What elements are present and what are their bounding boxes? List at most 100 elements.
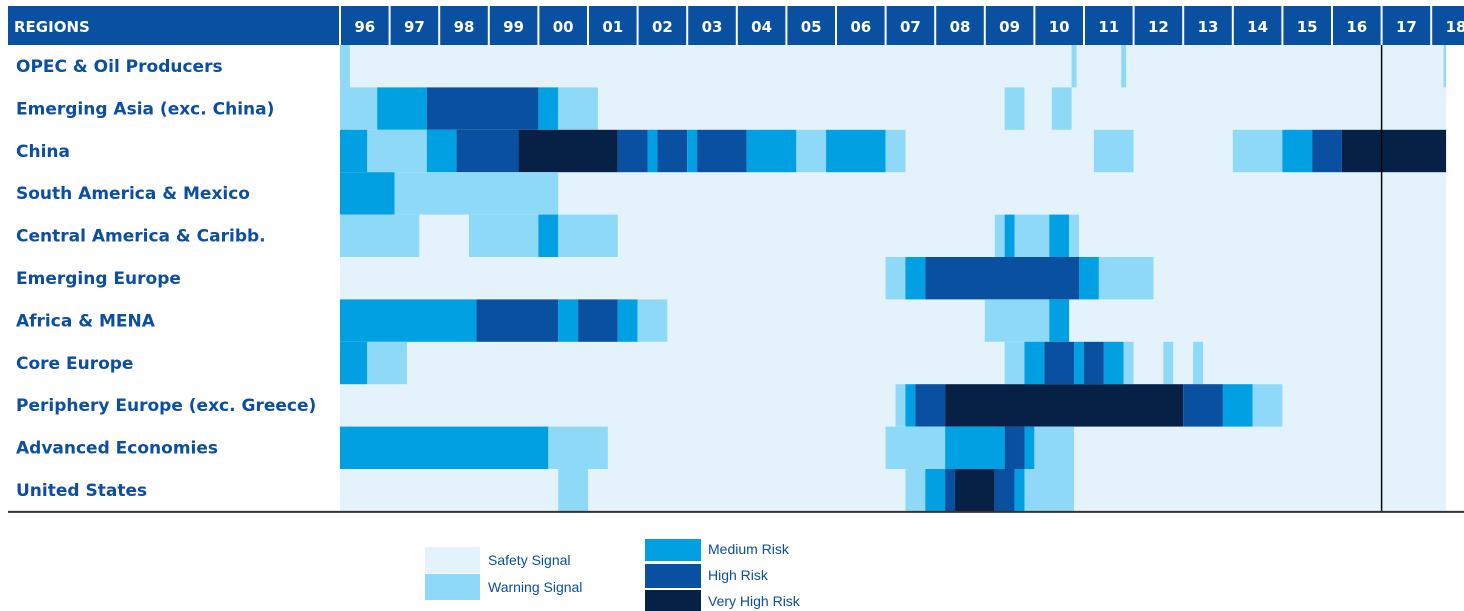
region-label: China <box>16 142 70 162</box>
risk-cell <box>426 87 539 131</box>
year-tick-11: 11 <box>1098 18 1119 36</box>
risk-cell <box>1103 341 1124 385</box>
risk-cell <box>340 299 477 343</box>
risk-cell <box>994 469 1015 512</box>
risk-cell <box>367 341 407 385</box>
risk-cell <box>558 299 579 343</box>
risk-cell <box>476 299 559 343</box>
header-regions-label: REGIONS <box>14 18 90 36</box>
risk-cell <box>746 129 797 173</box>
risk-cell <box>340 341 368 385</box>
risk-cell <box>1004 426 1025 470</box>
row-background <box>340 45 1447 88</box>
risk-cell <box>558 87 598 131</box>
risk-cell <box>885 129 906 173</box>
risk-cell <box>1004 341 1025 385</box>
risk-cell <box>558 214 618 258</box>
risk-cell <box>687 129 698 173</box>
risk-cell <box>578 299 618 343</box>
year-tick-15: 15 <box>1297 18 1318 36</box>
risk-cell <box>1098 257 1154 300</box>
legend-swatch-high <box>645 564 701 588</box>
region-label: Periphery Europe (exc. Greece) <box>16 396 316 416</box>
year-tick-09: 09 <box>999 18 1020 36</box>
year-tick-04: 04 <box>751 18 772 36</box>
risk-cell <box>1079 257 1099 300</box>
year-tick-99: 99 <box>503 18 524 36</box>
region-label: Core Europe <box>16 354 133 374</box>
risk-cell <box>1049 214 1070 258</box>
risk-cell <box>1282 129 1313 173</box>
risk-cell <box>895 384 906 428</box>
risk-cell <box>1084 341 1104 385</box>
risk-cell <box>1093 129 1134 173</box>
risk-cell <box>657 129 688 173</box>
risk-cell <box>340 45 350 88</box>
region-label: Emerging Asia (exc. China) <box>16 99 274 119</box>
risk-cell <box>558 469 588 512</box>
risk-cell <box>340 172 395 216</box>
legend-label-safety: Safety Signal <box>488 552 571 568</box>
risk-cell <box>1341 129 1447 173</box>
region-label: OPEC & Oil Producers <box>16 57 223 77</box>
risk-cell <box>538 87 559 131</box>
risk-cell <box>1034 426 1075 470</box>
legend-label-high: High Risk <box>708 567 768 583</box>
year-tick-01: 01 <box>602 18 623 36</box>
risk-heatmap: REGIONS 96 97 98 99 00 01 02 03 04 05 06 07 08 09 10 11 1… <box>8 6 1464 513</box>
risk-cell <box>885 426 946 470</box>
risk-cell <box>377 87 427 131</box>
risk-cell <box>340 129 368 173</box>
risk-cell <box>994 214 1005 258</box>
risk-cell <box>1121 45 1127 88</box>
risk-cell <box>468 214 539 258</box>
legend-swatch-warning <box>425 574 480 600</box>
risk-cell <box>1222 384 1253 428</box>
risk-cell <box>1014 469 1025 512</box>
year-tick-12: 12 <box>1148 18 1169 36</box>
risk-cell <box>945 384 1184 428</box>
risk-cell <box>697 129 747 173</box>
year-tick-16: 16 <box>1346 18 1367 36</box>
risk-cell <box>885 257 906 300</box>
legend-swatch-medium <box>645 539 701 561</box>
region-label: Africa & MENA <box>16 311 156 331</box>
risk-cell <box>826 129 886 173</box>
legend-swatch-safety <box>425 547 480 573</box>
year-tick-10: 10 <box>1049 18 1070 36</box>
risk-cell <box>1051 87 1072 131</box>
risk-cell <box>340 214 420 258</box>
risk-cell <box>1163 341 1174 385</box>
year-tick-07: 07 <box>900 18 921 36</box>
year-tick-05: 05 <box>801 18 822 36</box>
risk-cell <box>1024 469 1075 512</box>
risk-cell <box>1049 299 1070 343</box>
risk-cell <box>637 299 668 343</box>
risk-cell <box>925 469 946 512</box>
year-tick-14: 14 <box>1247 18 1268 36</box>
risk-cell <box>796 129 827 173</box>
legend-swatch-very-high <box>645 590 701 611</box>
risk-cell <box>1004 214 1015 258</box>
risk-cell <box>1443 45 1447 88</box>
risk-cell <box>617 129 648 173</box>
risk-cell <box>367 129 427 173</box>
year-tick-13: 13 <box>1198 18 1219 36</box>
risk-cell <box>1312 129 1342 173</box>
risk-cell <box>1123 341 1134 385</box>
region-label: South America & Mexico <box>16 184 250 204</box>
year-tick-18: 18 <box>1446 18 1464 36</box>
risk-cell <box>1193 341 1204 385</box>
risk-cell <box>1024 341 1045 385</box>
risk-cell <box>538 214 559 258</box>
region-label: United States <box>16 481 147 501</box>
year-tick-17: 17 <box>1396 18 1417 36</box>
risk-cell <box>1071 45 1077 88</box>
risk-cell <box>456 129 519 173</box>
year-tick-98: 98 <box>454 18 475 36</box>
year-tick-00: 00 <box>553 18 574 36</box>
risk-cell <box>1069 214 1080 258</box>
risk-cell <box>945 426 1005 470</box>
risk-cell <box>984 299 1050 343</box>
risk-cell <box>426 129 457 173</box>
